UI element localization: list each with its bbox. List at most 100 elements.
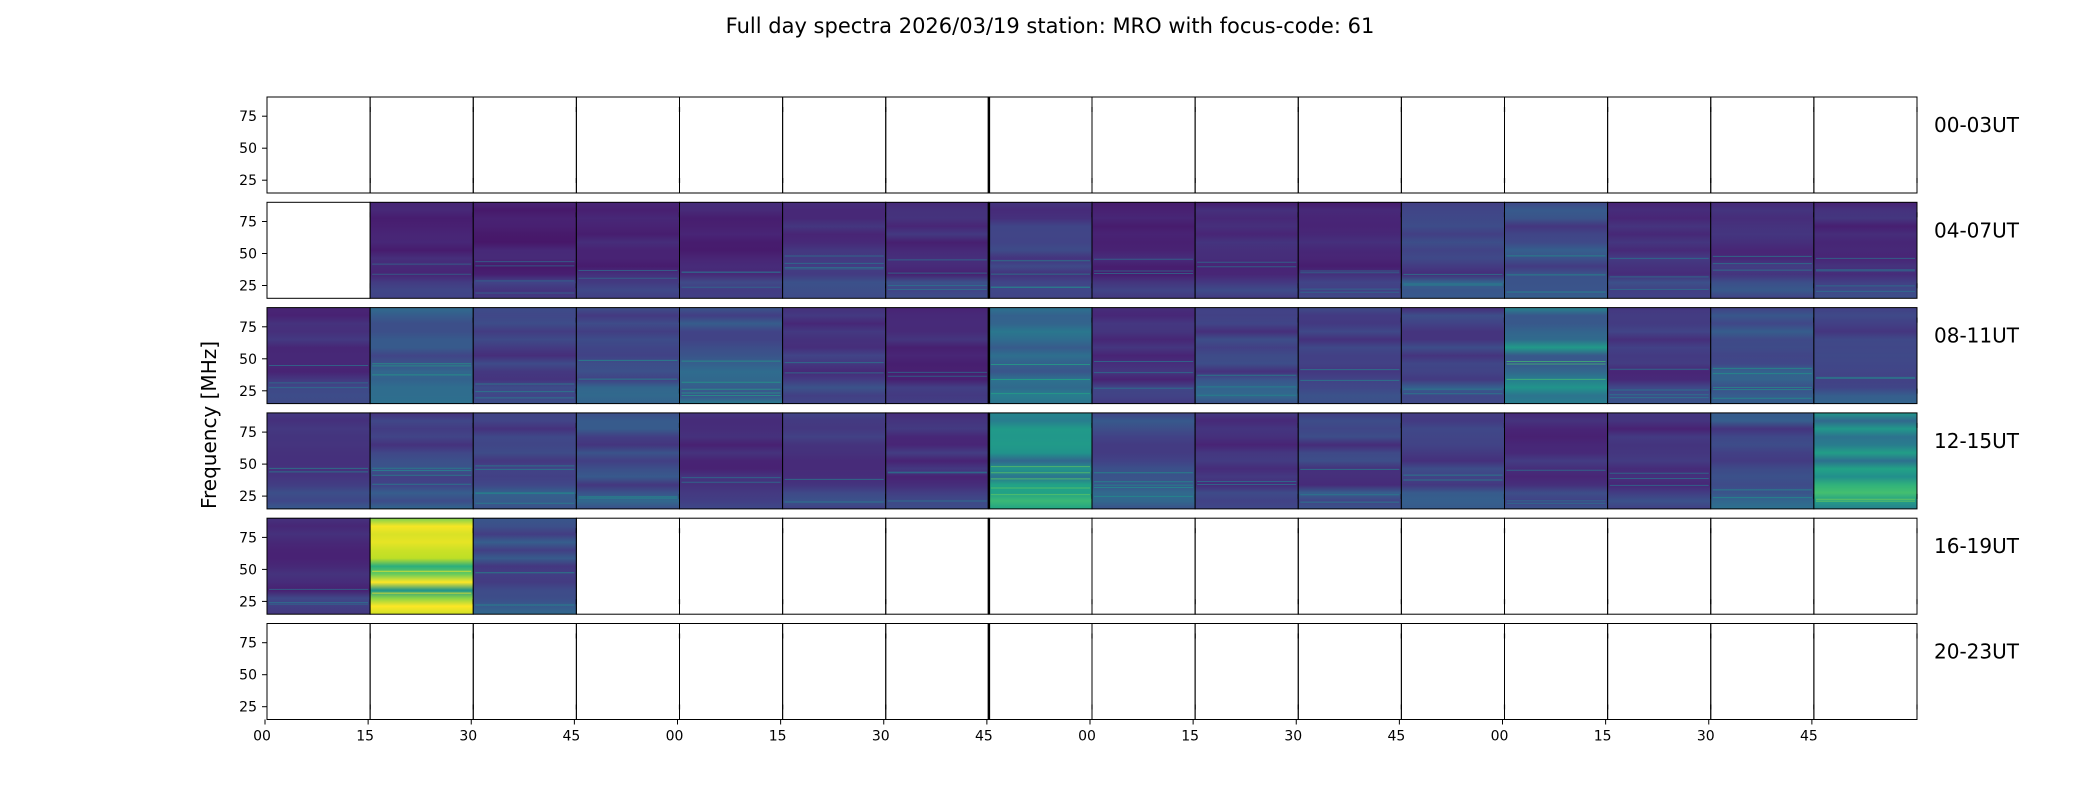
spectrum-heatmap	[370, 518, 474, 615]
spectrum-panel	[1813, 623, 1918, 720]
y-tick-label: 25	[239, 489, 257, 505]
spectrum-panel	[1297, 307, 1402, 405]
spectrum-panel	[1813, 412, 1918, 510]
spectrum-panel	[575, 96, 681, 194]
spectrum-heatmap	[885, 202, 989, 299]
x-tick-label: 45	[975, 729, 993, 745]
spectrum-panel	[1710, 517, 1815, 615]
spectrum-heatmap	[988, 202, 1092, 299]
spectrum-heatmap	[1195, 412, 1299, 509]
spectrum-panel	[885, 96, 990, 194]
spectrum-heatmap	[1504, 412, 1608, 509]
spectrum-heatmap	[1813, 307, 1917, 404]
spectrum-heatmap	[267, 412, 371, 509]
y-tick-label: 25	[239, 173, 257, 189]
spectrum-panel	[1813, 201, 1918, 299]
spectrum-panel	[1607, 201, 1712, 299]
panel-frame	[1607, 96, 1712, 194]
spectrum-panel	[1400, 623, 1506, 720]
spectrum-panel	[1297, 517, 1402, 615]
spectrum-panel	[1607, 412, 1712, 510]
x-tick-label: 30	[1697, 729, 1715, 745]
panel-frame	[782, 623, 887, 720]
panel-frame	[1194, 623, 1299, 720]
spectrum-panel	[679, 623, 784, 720]
spectrum-panel	[266, 307, 371, 405]
spectrum-heatmap	[576, 202, 680, 299]
spectrum-panel	[1710, 623, 1815, 720]
spectrum-heatmap	[1298, 202, 1402, 299]
spectrum-panel	[472, 307, 577, 405]
spectrum-panel	[266, 96, 371, 194]
panel-frame	[1194, 517, 1299, 615]
spectra-row: 25 50 75 16-19UT	[239, 517, 2020, 615]
spectrum-panel	[472, 96, 577, 194]
y-tick-label: 75	[239, 636, 257, 652]
spectrum-heatmap	[1092, 202, 1196, 299]
panel-frame	[1400, 96, 1505, 194]
spectrum-heatmap	[1710, 412, 1814, 509]
spectrum-panel	[1400, 96, 1506, 194]
spectrum-panel	[1194, 517, 1299, 615]
spectrum-panel	[988, 517, 1093, 615]
spectrum-panel	[1194, 412, 1299, 510]
spectrum-panel	[575, 517, 681, 615]
y-tick-label: 25	[239, 700, 257, 716]
y-tick-label: 75	[239, 109, 257, 125]
x-tick-label: 15	[769, 729, 787, 745]
spectrum-panel	[575, 201, 681, 299]
panel-frame	[885, 623, 990, 720]
panel-frame	[472, 623, 577, 720]
row-label: 04-07UT	[1934, 218, 2020, 242]
panel-frame	[369, 623, 474, 720]
panel-frame	[988, 623, 1093, 720]
row-label: 12-15UT	[1934, 429, 2020, 453]
spectrum-panel	[1091, 307, 1196, 405]
spectrum-panel	[782, 201, 887, 299]
panel-frame	[782, 96, 887, 194]
y-tick-label: 50	[239, 457, 257, 473]
spectrum-panel	[988, 96, 1093, 194]
panel-frame	[1813, 201, 1918, 299]
spectrum-heatmap	[782, 412, 886, 509]
spectrum-heatmap	[1813, 412, 1917, 509]
panel-frame	[1813, 307, 1918, 405]
panel-frame	[1813, 412, 1918, 510]
spectrum-heatmap	[1092, 412, 1196, 509]
spectrum-panel	[1194, 96, 1299, 194]
spectrum-panel	[266, 412, 371, 510]
x-tick-label: 00	[666, 729, 684, 745]
spectra-row: 25 50 75 00-03UT	[239, 96, 2020, 194]
spectrum-panel	[1194, 623, 1299, 720]
spectrum-heatmap	[1092, 307, 1196, 404]
spectrum-panel	[679, 201, 784, 299]
spectrum-panel	[1504, 96, 1609, 194]
spectrum-panel	[369, 412, 474, 510]
spectrum-panel	[575, 307, 681, 405]
y-tick-label: 50	[239, 352, 257, 368]
x-tick-label: 00	[1078, 729, 1096, 745]
spectrum-panel	[782, 517, 887, 615]
spectrum-heatmap	[782, 202, 886, 299]
row-label: 16-19UT	[1934, 534, 2020, 558]
spectrum-panel	[782, 412, 887, 510]
row-label: 08-11UT	[1934, 324, 2020, 348]
panel-frame	[1504, 623, 1609, 720]
panel-frame	[575, 623, 680, 720]
spectrum-panel	[1607, 96, 1712, 194]
panel-frame	[266, 623, 371, 720]
panel-frame	[988, 517, 1093, 615]
y-axis-label: Frequency [MHz]	[197, 341, 221, 509]
spectrum-panel	[1607, 307, 1712, 405]
panel-frame	[679, 96, 784, 194]
spectrum-panel	[1813, 96, 1918, 194]
spectrum-panel	[369, 96, 474, 194]
spectrum-panel	[1504, 517, 1609, 615]
spectrum-panel	[1710, 201, 1815, 299]
spectrum-panel	[1194, 201, 1299, 299]
spectrum-panel	[1710, 307, 1815, 405]
panel-frame	[1297, 517, 1402, 615]
spectrum-panel	[1400, 517, 1506, 615]
spectrum-heatmap	[679, 412, 783, 509]
